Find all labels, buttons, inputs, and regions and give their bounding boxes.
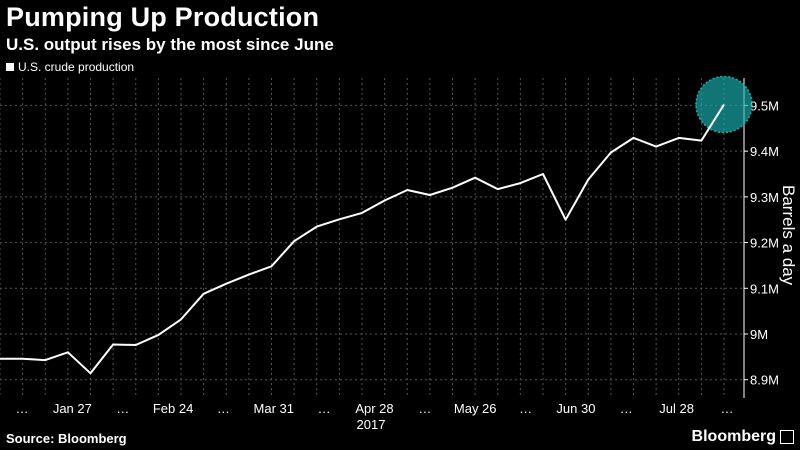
data-point xyxy=(225,283,227,285)
x-tick-label: Feb 24 xyxy=(153,401,193,416)
data-point xyxy=(157,334,159,336)
x-year-label: 2017 xyxy=(357,417,386,432)
data-point xyxy=(180,318,182,320)
x-tick-label: Mar 31 xyxy=(254,401,294,416)
data-point xyxy=(655,146,657,148)
chart-title: Pumping Up Production xyxy=(6,2,320,32)
data-point xyxy=(361,212,363,214)
data-point xyxy=(316,226,318,228)
x-tick-label: Apr 28 xyxy=(355,401,393,416)
chart-subtitle: U.S. output rises by the most since June xyxy=(6,35,334,54)
data-point xyxy=(293,240,295,242)
data-point xyxy=(497,188,499,190)
legend-label: U.S. crude production xyxy=(18,60,135,74)
y-tick-label: 9.4M xyxy=(750,144,779,159)
data-point xyxy=(338,218,340,220)
x-tick-label: Jun 30 xyxy=(556,401,595,416)
data-point xyxy=(633,137,635,139)
x-tick-label: … xyxy=(16,401,29,416)
data-point xyxy=(700,140,702,142)
x-tick-label: … xyxy=(519,401,532,416)
y-tick-label: 9.2M xyxy=(750,236,779,251)
data-point xyxy=(112,344,114,346)
data-point xyxy=(406,189,408,191)
y-axis-title: Barrels a day xyxy=(779,185,798,286)
x-tick-label: Jul 28 xyxy=(659,401,694,416)
legend: U.S. crude production xyxy=(6,60,134,74)
x-tick-label: … xyxy=(418,401,431,416)
data-point xyxy=(678,137,680,139)
x-tick-label: May 26 xyxy=(454,401,497,416)
data-point xyxy=(610,152,612,154)
y-tick-label: 9.1M xyxy=(750,281,779,296)
x-tick-label: … xyxy=(721,401,734,416)
x-tick-label: … xyxy=(116,401,129,416)
y-tick-label: 9M xyxy=(750,327,768,342)
data-point xyxy=(67,351,69,353)
data-point xyxy=(44,359,46,361)
data-point xyxy=(723,104,725,106)
brand-icon xyxy=(780,430,794,444)
data-point xyxy=(542,173,544,175)
data-point xyxy=(587,178,589,180)
data-point xyxy=(474,177,476,179)
y-tick-label: 9.3M xyxy=(750,190,779,205)
data-point xyxy=(271,265,273,267)
y-tick-label: 9.5M xyxy=(750,98,779,113)
data-point xyxy=(429,194,431,196)
series-line xyxy=(0,103,725,375)
y-tick-label: 8.9M xyxy=(750,373,779,388)
x-tick-label: … xyxy=(620,401,633,416)
source-note: Source: Bloomberg xyxy=(6,431,127,446)
data-point xyxy=(203,293,205,295)
x-tick-label: Jan 27 xyxy=(53,401,92,416)
data-point xyxy=(384,200,386,202)
brand-logo: Bloomberg xyxy=(692,428,794,446)
data-point xyxy=(22,358,24,360)
data-point xyxy=(565,219,567,221)
data-point xyxy=(519,182,521,184)
brand-text: Bloomberg xyxy=(691,428,776,445)
data-point xyxy=(452,187,454,189)
data-point xyxy=(90,372,92,374)
x-tick-label: … xyxy=(318,401,331,416)
data-point xyxy=(248,274,250,276)
data-point xyxy=(135,344,137,346)
legend-swatch xyxy=(6,63,14,71)
x-tick-label: … xyxy=(217,401,230,416)
